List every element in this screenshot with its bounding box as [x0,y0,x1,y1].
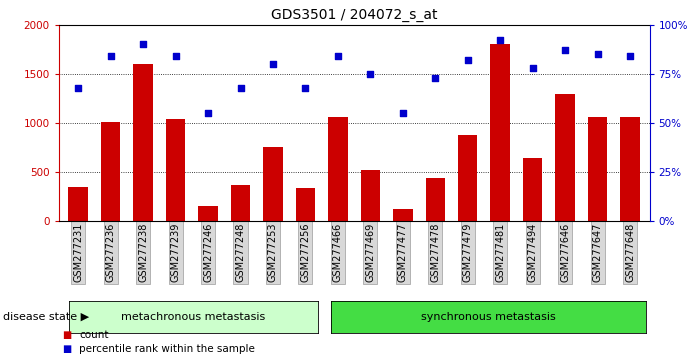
Bar [393,210,413,221]
Text: ■: ■ [62,330,71,339]
Text: ■: ■ [62,344,71,354]
Point [170,53,181,59]
Bar [263,147,283,221]
Bar [426,178,445,221]
Bar [101,122,120,221]
Bar [523,158,542,221]
Text: percentile rank within the sample: percentile rank within the sample [79,344,256,354]
Bar [231,185,250,221]
Bar [328,117,348,221]
Bar [296,188,315,221]
Bar [198,206,218,221]
Text: synchronous metastasis: synchronous metastasis [422,312,556,322]
Bar [166,119,185,221]
Point [332,53,343,59]
Point [202,110,214,116]
Bar [491,44,510,221]
Point [462,57,473,63]
Point [105,53,116,59]
Bar [556,93,575,221]
Point [625,53,636,59]
Bar [361,170,380,221]
Bar [588,117,607,221]
Point [365,71,376,77]
Point [430,75,441,81]
Bar [458,135,477,221]
Bar [621,117,640,221]
Text: metachronous metastasis: metachronous metastasis [121,312,265,322]
Point [560,47,571,53]
Bar [133,64,153,221]
Point [592,51,603,57]
Point [73,85,84,91]
Point [300,85,311,91]
Point [235,85,246,91]
Bar [68,187,88,221]
Text: count: count [79,330,109,339]
Point [397,110,408,116]
Point [495,38,506,43]
Point [527,65,538,71]
Point [267,61,278,67]
Text: disease state ▶: disease state ▶ [3,312,90,322]
Point [138,41,149,47]
Title: GDS3501 / 204072_s_at: GDS3501 / 204072_s_at [271,8,437,22]
